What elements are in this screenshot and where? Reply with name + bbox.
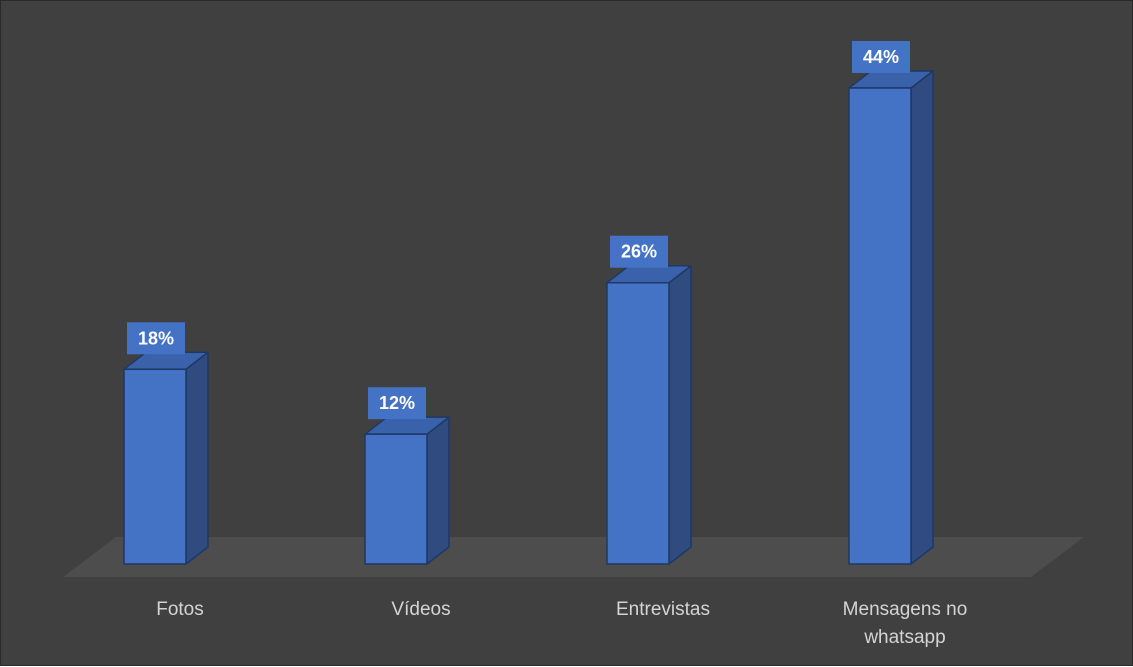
category-label-2: Vídeos (391, 599, 450, 620)
bar-1 (123, 351, 209, 565)
bar-3 (606, 264, 692, 565)
bar-front-face (364, 433, 428, 565)
category-labels-layer: Fotos Vídeos Entrevistas Mensagens no whatsa… (156, 599, 967, 648)
bar-front-face (606, 281, 670, 565)
data-label-box (852, 41, 910, 73)
bar-side-face (910, 70, 934, 565)
data-label-1: 18% (127, 322, 185, 355)
data-label-box (368, 387, 426, 420)
data-label-box (610, 235, 668, 268)
bar-side-face (668, 264, 692, 565)
bar-side-face (185, 351, 209, 565)
bars-layer (123, 70, 934, 565)
data-label-box (127, 322, 185, 355)
category-label-3: Entrevistas (616, 599, 710, 620)
data-label-2: 12% (368, 387, 426, 420)
bar-4 (848, 70, 934, 565)
category-label-4: Mensagens no whatsapp (843, 599, 968, 648)
bar-2 (364, 416, 450, 565)
data-label-text: 26% (621, 242, 657, 262)
data-label-4: 44% (852, 41, 910, 73)
data-label-text: 44% (863, 47, 899, 67)
data-labels-layer: 18% 12% 26% 44% (127, 41, 910, 420)
bar-front-face (848, 87, 912, 565)
bar-side-face (426, 416, 450, 565)
data-label-text: 18% (138, 328, 174, 348)
data-label-3: 26% (610, 235, 668, 268)
chart-floor (63, 537, 1084, 577)
category-label-1: Fotos (156, 599, 204, 620)
data-label-text: 12% (379, 393, 415, 413)
bar-front-face (123, 368, 187, 565)
